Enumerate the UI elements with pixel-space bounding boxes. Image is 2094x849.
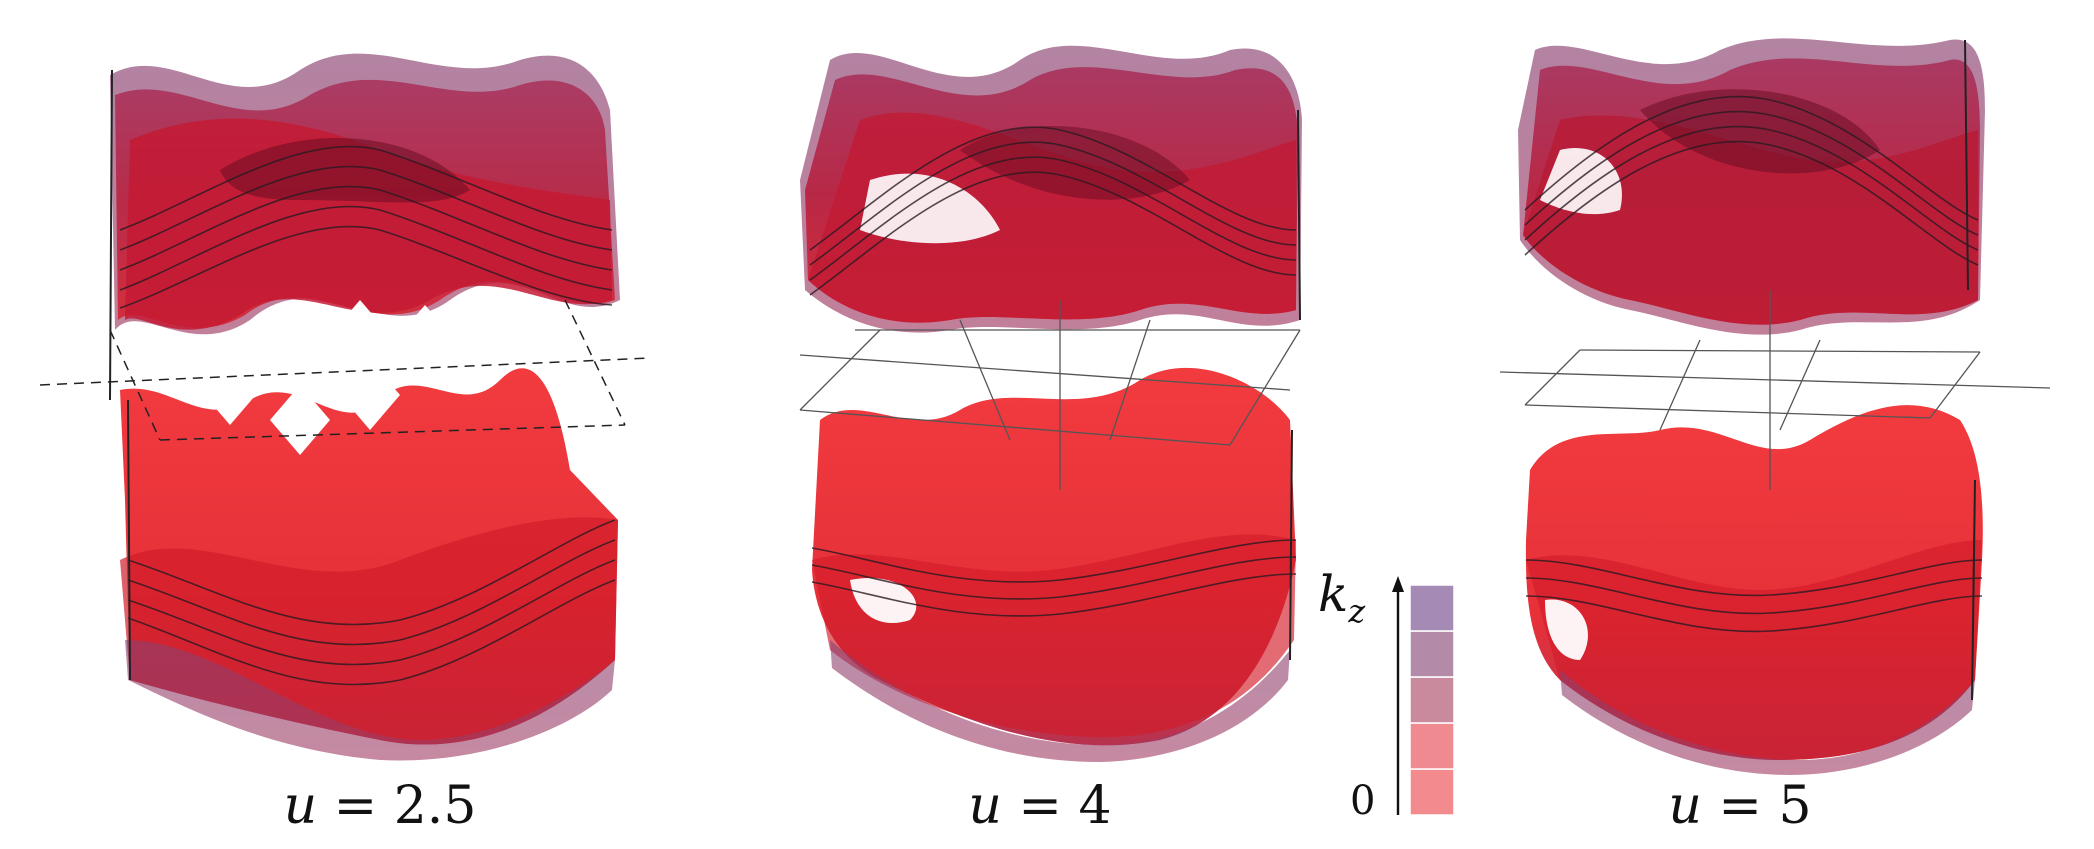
panel-1-caption: u = 2.5 [283, 776, 477, 836]
colorbar-cell [1409, 676, 1455, 724]
panel-1 [39, 53, 651, 761]
panel-2 [799, 45, 1302, 762]
panel-3-plane [1499, 290, 2051, 490]
panel-1-value: 2.5 [393, 776, 477, 836]
panel-1-lower-surface [120, 368, 618, 761]
colorbar-cell [1409, 630, 1455, 678]
panel-2-var: u [968, 776, 1002, 836]
panel-2-plane [799, 300, 1301, 490]
colorbar-cell [1409, 768, 1455, 816]
panel-3-caption: u = 5 [1668, 776, 1812, 836]
panel-2-caption: u = 4 [968, 776, 1112, 836]
panel-1-dashed-plane [39, 299, 651, 441]
kz-colorbar [1392, 576, 1455, 816]
kz-axis-label: kz [1318, 565, 1365, 630]
kz-zero-label: 0 [1350, 778, 1376, 824]
panel-3-var: u [1668, 776, 1702, 836]
panel-3 [1499, 38, 2051, 775]
panel-1-upper-surface [109, 53, 620, 401]
panel-3-value: 5 [1778, 776, 1812, 836]
kz-label-sub: z [1348, 592, 1366, 630]
panel-1-gap-diamonds [200, 300, 455, 455]
panel-2-lower-surface [811, 367, 1297, 762]
panel-2-upper-surface [800, 45, 1302, 333]
panel-1-var: u [283, 776, 318, 836]
panel-3-upper-surface [1518, 38, 1985, 335]
kz-arrowhead [1392, 576, 1404, 592]
colorbar-cell [1409, 584, 1455, 632]
panel-2-value: 4 [1078, 776, 1112, 836]
panel-3-lower-surface [1525, 405, 1983, 775]
kz-label-main: k [1318, 565, 1349, 623]
colorbar-cell [1409, 722, 1455, 770]
